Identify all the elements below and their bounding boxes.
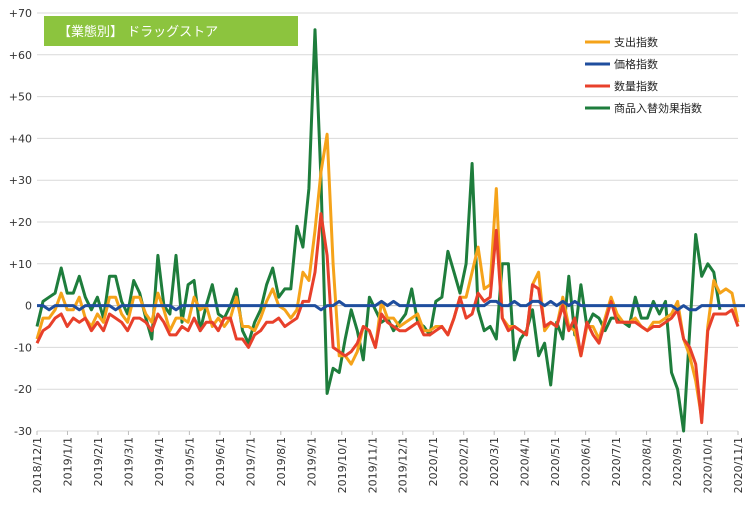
x-tick-label: 2019/1/1 xyxy=(61,437,74,486)
y-tick-label: +70 xyxy=(9,7,32,20)
y-tick-label: +30 xyxy=(9,174,32,187)
series-line-0 xyxy=(35,132,740,420)
y-tick-label: -20 xyxy=(14,383,32,396)
y-tick-label: -30 xyxy=(14,425,32,438)
x-tick-label: 2020/11/1 xyxy=(732,437,745,493)
x-tick-label: 2020/7/1 xyxy=(610,437,623,486)
x-tick-label: 2019/8/1 xyxy=(275,437,288,486)
gridlines xyxy=(37,12,738,432)
x-tick-label: 2018/12/1 xyxy=(31,437,44,493)
x-tick-label: 2020/2/1 xyxy=(458,437,471,486)
y-tick-label: +50 xyxy=(9,91,32,104)
x-tick-label: 2019/4/1 xyxy=(153,437,166,486)
chart-title-bg xyxy=(44,16,298,46)
x-tick-label: 2020/3/1 xyxy=(488,437,501,486)
y-tick-label: +10 xyxy=(9,258,32,271)
x-tick-label: 2019/10/1 xyxy=(336,437,349,493)
y-tick-label: -10 xyxy=(14,341,32,354)
x-tick-label: 2020/5/1 xyxy=(549,437,562,486)
x-tick-label: 2020/1/1 xyxy=(427,437,440,486)
y-tick-label: 0 xyxy=(25,300,32,313)
legend-label: 商品入替効果指数 xyxy=(614,101,702,115)
x-tick-label: 2019/3/1 xyxy=(122,437,135,486)
legend-label: 支出指数 xyxy=(614,35,658,49)
x-tick-label: 2020/8/1 xyxy=(641,437,654,486)
x-tick-label: 2020/4/1 xyxy=(519,437,532,486)
series-line-2 xyxy=(35,212,740,425)
legend-label: 価格指数 xyxy=(614,57,658,71)
legend-label: 数量指数 xyxy=(614,79,658,93)
chart-title-box: 【業態別】 ドラッグストア xyxy=(44,16,298,46)
series-line-1 xyxy=(37,299,745,312)
y-axis: -30 -20 -10 0 +10 +20 +30 +40 +50 +60 +70 xyxy=(9,7,32,438)
x-tick-label: 2019/11/1 xyxy=(366,437,379,493)
x-tick-label: 2019/6/1 xyxy=(214,437,227,486)
series-lines xyxy=(35,28,745,433)
x-tick-label: 2019/9/1 xyxy=(305,437,318,486)
x-tick-label: 2019/2/1 xyxy=(92,437,105,486)
y-tick-label: +60 xyxy=(9,49,32,62)
x-axis: 2018/12/1 2019/1/1 2019/2/1 2019/3/1 2019/4/… xyxy=(31,431,745,493)
x-tick-label: 2020/9/1 xyxy=(671,437,684,486)
x-tick-label: 2019/7/1 xyxy=(244,437,257,486)
x-tick-label: 2019/5/1 xyxy=(183,437,196,486)
x-tick-label: 2019/12/1 xyxy=(397,437,410,493)
x-tick-label: 2020/6/1 xyxy=(580,437,593,486)
y-tick-label: +40 xyxy=(9,132,32,145)
y-tick-label: +20 xyxy=(9,216,32,229)
x-tick-label: 2020/10/1 xyxy=(702,437,715,493)
chart-title: 【業態別】 ドラッグストア xyxy=(58,24,218,40)
